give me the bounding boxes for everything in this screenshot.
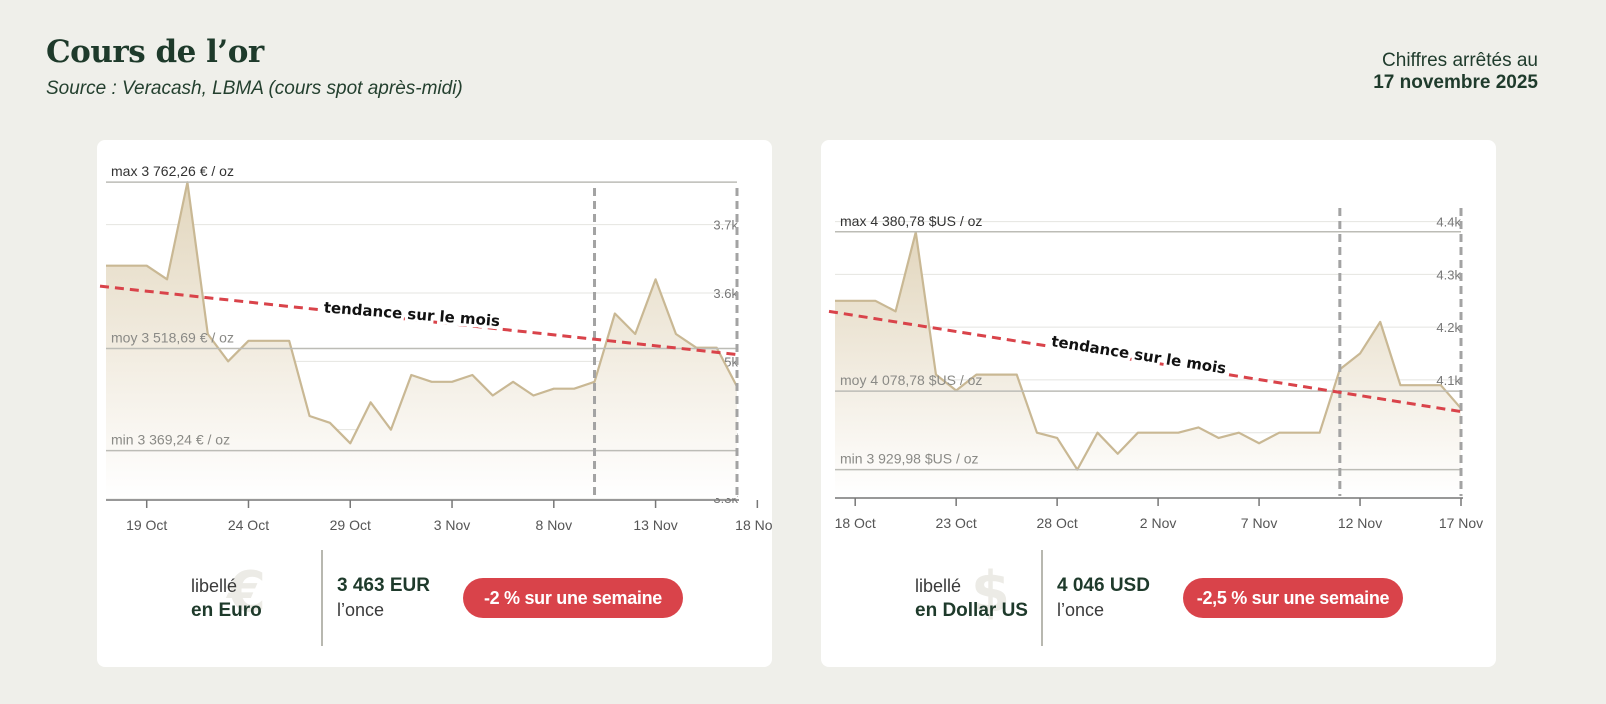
x-tick-label: 24 Oct: [228, 517, 269, 533]
max-label: max 4 380,78 $US / oz: [840, 213, 982, 229]
x-tick-label: 28 Oct: [1037, 515, 1078, 531]
x-tick-label: 23 Oct: [936, 515, 977, 531]
trend-line: [99, 284, 738, 356]
currency-label-small: libellé: [915, 576, 962, 596]
x-tick-label: 19 Oct: [126, 517, 167, 533]
x-tick-label: 18 Oct: [835, 515, 876, 531]
date-block: Chiffres arrêtés au 17 novembre 2025: [1373, 50, 1538, 94]
dollar-icon: $: [971, 560, 1010, 625]
gold-price-chart-dollar: 4.4k4.3k4.2k4.1k4k3.9kmax 4 380,78 $US /…: [828, 208, 1483, 531]
x-tick-label: 7 Nov: [1241, 515, 1278, 531]
y-tick-label: 4.2k: [1436, 320, 1461, 335]
x-tick-label: 17 Nov: [1439, 515, 1483, 531]
summary-footer-dollar: $ libellé en Dollar US 4 046 USD l’once …: [821, 550, 1496, 650]
y-tick-label: 4.1k: [1436, 373, 1461, 388]
price-unit: l’once: [1057, 600, 1105, 620]
price-line: [835, 231, 1462, 471]
weekly-change-badge: -2 % sur une semaine: [463, 578, 683, 618]
price-unit: l’once: [337, 600, 385, 620]
x-tick-label: 13 Nov: [633, 517, 677, 533]
x-tick-label: 29 Oct: [330, 517, 371, 533]
x-tick-label: 3 Nov: [434, 517, 471, 533]
summary-footer-euro: € libellé en Euro 3 463 EUR l’once -2 % …: [97, 550, 772, 650]
trend-label: tendance sur le mois: [323, 298, 501, 330]
price-area: [835, 232, 1461, 496]
y-tick-label: 3.7k: [713, 218, 738, 233]
min-label: min 3 929,98 $US / oz: [840, 451, 979, 467]
date-value: 17 novembre 2025: [1373, 72, 1538, 93]
page-title: Cours de l’or: [46, 34, 264, 70]
y-tick-label: 4.4k: [1436, 215, 1461, 230]
date-label: Chiffres arrêtés au: [1382, 50, 1538, 71]
x-tick-label: 18 Nov: [735, 517, 772, 533]
trend-line: [828, 309, 1462, 414]
chart-card-dollar: 4.4k4.3k4.2k4.1k4k3.9kmax 4 380,78 $US /…: [821, 140, 1496, 667]
currency-label-small: libellé: [191, 576, 238, 596]
price-value: 3 463 EUR: [337, 575, 430, 596]
max-label: max 3 762,26 € / oz: [111, 163, 234, 179]
price-value: 4 046 USD: [1057, 575, 1150, 596]
trend-label: tendance sur le mois: [1050, 332, 1227, 377]
source-note: Source : Veracash, LBMA (cours spot aprè…: [46, 78, 463, 99]
y-tick-label: 4.3k: [1436, 267, 1461, 282]
price-area: [106, 182, 737, 499]
y-tick-label: 3.6k: [713, 286, 738, 301]
price-line: [106, 181, 738, 445]
x-tick-label: 12 Nov: [1338, 515, 1382, 531]
avg-label: moy 3 518,69 € / oz: [111, 330, 234, 346]
min-label: min 3 369,24 € / oz: [111, 432, 230, 448]
currency-label-strong: en Dollar US: [915, 600, 1028, 621]
avg-label: moy 4 078,78 $US / oz: [840, 372, 982, 388]
euro-icon: €: [227, 560, 266, 625]
footer-divider: [1041, 550, 1043, 646]
x-tick-label: 2 Nov: [1140, 515, 1177, 531]
x-tick-label: 8 Nov: [536, 517, 573, 533]
currency-label-strong: en Euro: [191, 600, 262, 621]
weekly-change-badge: -2,5 % sur une semaine: [1183, 578, 1403, 618]
footer-divider: [321, 550, 323, 646]
